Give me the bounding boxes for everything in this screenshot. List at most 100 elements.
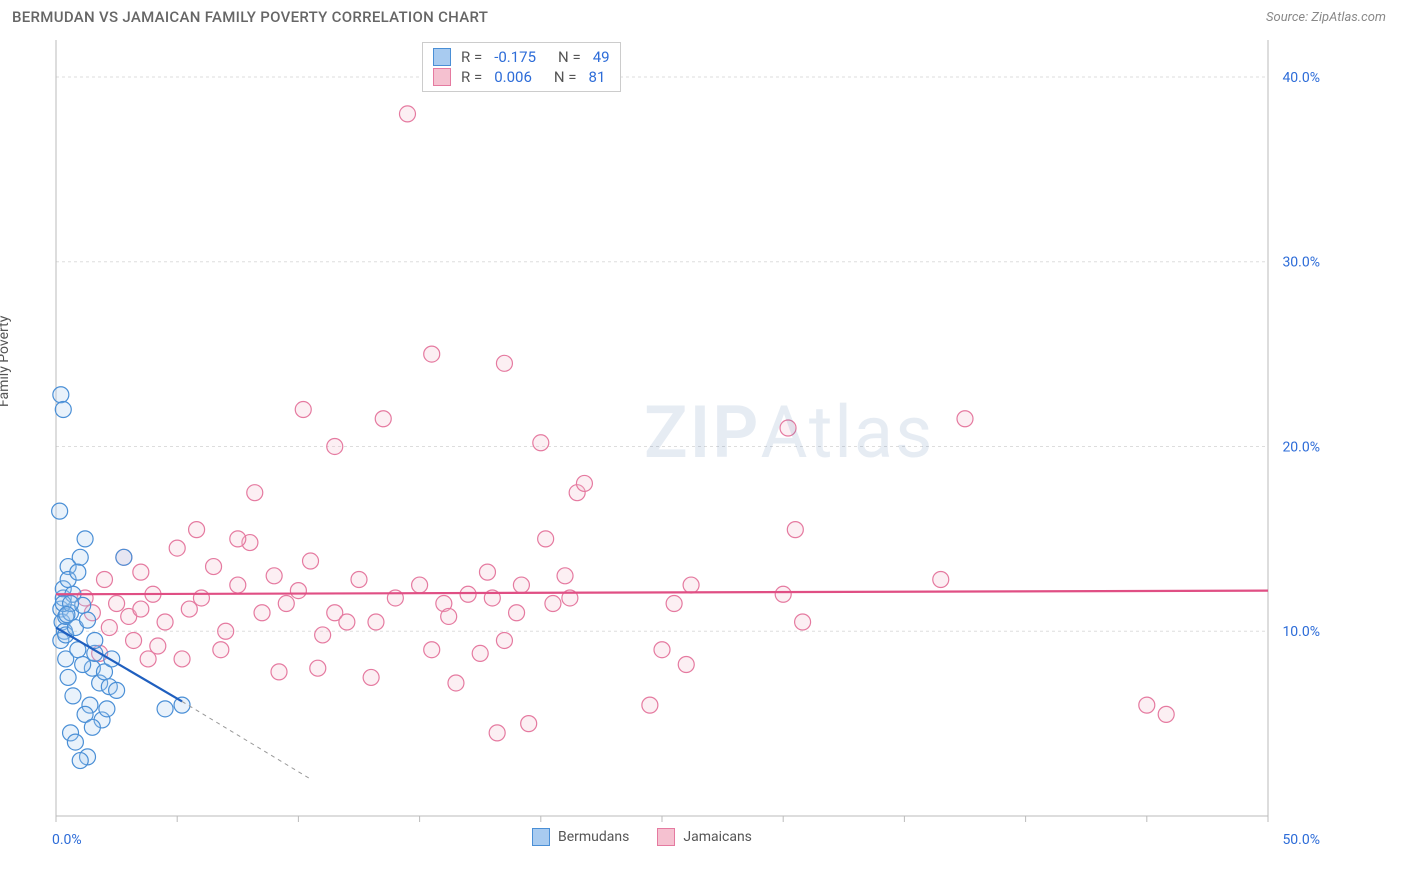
data-point (780, 420, 796, 436)
n-label: N = (554, 68, 577, 86)
data-point (169, 540, 185, 556)
data-point (271, 664, 287, 680)
data-point (55, 402, 71, 418)
n-label: N = (558, 48, 581, 66)
y-axis-label: Family Poverty (0, 316, 12, 407)
data-point (521, 716, 537, 732)
data-point (295, 402, 311, 418)
data-point (310, 660, 326, 676)
data-point (363, 669, 379, 685)
data-point (60, 669, 76, 685)
data-point (654, 642, 670, 658)
legend-row-jamaicans: R = 0.006 N = 81 (433, 67, 610, 87)
r-value-bermudans: -0.175 (494, 48, 536, 66)
swatch-bermudans (433, 48, 451, 66)
data-point (315, 627, 331, 643)
data-point (52, 503, 68, 519)
data-point (576, 475, 592, 491)
data-point (218, 623, 234, 639)
data-point (460, 586, 476, 602)
data-point (513, 577, 529, 593)
legend-item-bermudans: Bermudans (532, 828, 629, 846)
data-point (351, 572, 367, 588)
data-point (290, 583, 306, 599)
data-point (70, 564, 86, 580)
data-point (72, 549, 88, 565)
data-point (59, 607, 75, 623)
data-point (230, 577, 246, 593)
y-tick-label: 40.0% (1282, 70, 1320, 86)
data-point (133, 601, 149, 617)
data-point (99, 701, 115, 717)
swatch-jamaicans (657, 828, 675, 846)
legend-item-jamaicans: Jamaicans (657, 828, 752, 846)
data-point (53, 387, 69, 403)
swatch-jamaicans (433, 68, 451, 86)
data-point (375, 411, 391, 427)
data-point (278, 596, 294, 612)
y-tick-label: 20.0% (1282, 439, 1320, 455)
data-point (448, 675, 464, 691)
data-point (683, 577, 699, 593)
n-value-bermudans: 49 (593, 48, 610, 66)
chart-title: BERMUDAN VS JAMAICAN FAMILY POVERTY CORR… (12, 8, 488, 26)
series-legend: Bermudans Jamaicans (532, 828, 752, 846)
legend-label: Bermudans (558, 829, 629, 845)
x-tick-label: 50.0% (1282, 832, 1320, 844)
data-point (479, 564, 495, 580)
data-point (96, 572, 112, 588)
r-label: R = (461, 48, 482, 66)
data-point (509, 605, 525, 621)
data-point (557, 568, 573, 584)
data-point (775, 586, 791, 602)
data-point (412, 577, 428, 593)
data-point (157, 614, 173, 630)
data-point (666, 596, 682, 612)
data-point (193, 590, 209, 606)
data-point (206, 559, 222, 575)
data-point (957, 411, 973, 427)
data-point (72, 753, 88, 769)
data-point (75, 656, 91, 672)
data-point (441, 608, 457, 624)
data-point (1158, 706, 1174, 722)
data-point (116, 549, 132, 565)
data-point (266, 568, 282, 584)
data-point (133, 564, 149, 580)
data-point (795, 614, 811, 630)
data-point (1139, 697, 1155, 713)
data-point (80, 612, 96, 628)
trend-extension (182, 701, 310, 779)
data-point (150, 638, 166, 654)
data-point (213, 642, 229, 658)
data-point (496, 632, 512, 648)
data-point (174, 697, 190, 713)
data-point (787, 522, 803, 538)
y-tick-label: 30.0% (1282, 255, 1320, 271)
data-point (368, 614, 384, 630)
swatch-bermudans (532, 828, 550, 846)
data-point (933, 572, 949, 588)
data-point (489, 725, 505, 741)
source-label: Source: ZipAtlas.com (1266, 10, 1386, 25)
data-point (101, 620, 117, 636)
data-point (109, 596, 125, 612)
correlation-legend: R = -0.175 N = 49 R = 0.006 N = 81 (422, 42, 621, 92)
data-point (84, 719, 100, 735)
legend-label: Jamaicans (683, 829, 752, 845)
data-point (472, 645, 488, 661)
chart-container: Family Poverty ZIPAtlas 10.0%20.0%30.0%4… (12, 34, 1386, 844)
data-point (174, 651, 190, 667)
data-point (189, 522, 205, 538)
r-label: R = (461, 68, 482, 86)
data-point (538, 531, 554, 547)
n-value-jamaicans: 81 (589, 68, 606, 86)
data-point (339, 614, 355, 630)
data-point (67, 734, 83, 750)
header-bar: BERMUDAN VS JAMAICAN FAMILY POVERTY CORR… (0, 0, 1406, 30)
scatter-chart: 10.0%20.0%30.0%40.0%0.0%50.0% (12, 34, 1342, 844)
data-point (77, 531, 93, 547)
data-point (303, 553, 319, 569)
legend-row-bermudans: R = -0.175 N = 49 (433, 47, 610, 67)
x-tick-label: 0.0% (52, 832, 82, 844)
